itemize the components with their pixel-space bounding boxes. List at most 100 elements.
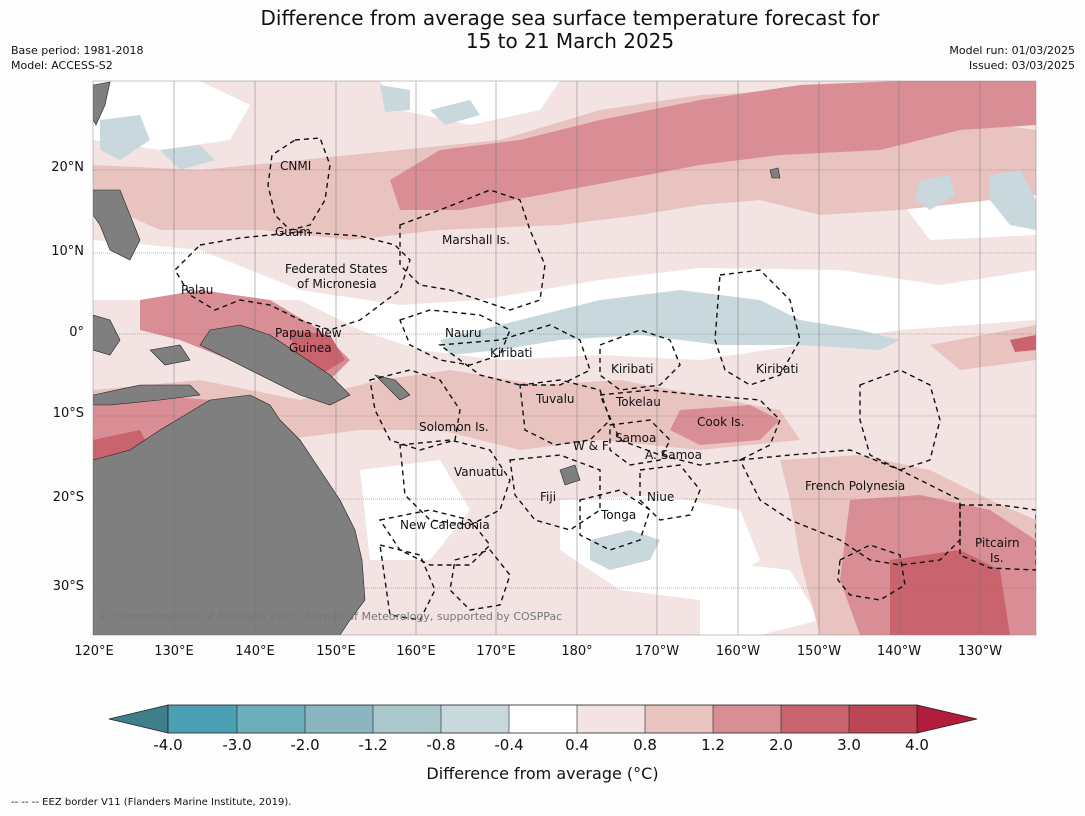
colorbar-tick-label: 0.8 <box>633 736 657 754</box>
map-frame <box>92 80 1037 636</box>
lat-label: 0° <box>69 325 84 340</box>
colorbar-segment <box>577 705 645 733</box>
colorbar-segment <box>441 705 509 733</box>
region-label: Is. <box>990 551 1004 565</box>
colorbar-tick-label: 4.0 <box>905 736 929 754</box>
meta-right: Model run: 01/03/2025 Issued: 03/03/2025 <box>949 43 1075 73</box>
colorbar-title: Difference from average (°C) <box>426 764 659 783</box>
maluku-land <box>149 344 191 366</box>
title-line-1: Difference from average sea surface temp… <box>260 6 880 30</box>
lat-label: 20°N <box>51 160 84 175</box>
landmass <box>93 81 781 635</box>
colorbar-segment <box>305 705 373 733</box>
meta-left: Base period: 1981-2018 Model: ACCESS-S2 <box>11 43 143 73</box>
lat-label: 10°S <box>52 406 84 421</box>
region-labels: CNMI Guam Marshall Is. Federated States … <box>181 159 1020 565</box>
region-label: Pitcairn <box>975 536 1020 550</box>
region-label: New Caledonia <box>400 518 490 532</box>
colorbar-tick-label: 2.0 <box>769 736 793 754</box>
philippines-land <box>93 189 141 261</box>
colorbar-tick-label: -4.0 <box>153 736 183 754</box>
region-label: Fiji <box>540 490 556 504</box>
base-period: Base period: 1981-2018 <box>11 44 144 57</box>
lon-label: 150°E <box>316 644 356 659</box>
region-label: Guinea <box>289 341 332 355</box>
asia-coast-land <box>93 81 111 126</box>
region-label: Marshall Is. <box>442 233 510 247</box>
australia-land <box>93 394 366 635</box>
colorbar-segment <box>645 705 713 733</box>
colorbar-frame <box>167 704 918 734</box>
lon-label: 170°W <box>634 644 680 659</box>
region-label: Solomon Is. <box>419 420 489 434</box>
colorbar-segment <box>168 705 237 733</box>
colorbar-extend-low <box>108 704 169 734</box>
region-label: Kiribati <box>611 362 653 376</box>
region-label: Tonga <box>600 508 636 522</box>
region-label: Cook Is. <box>697 415 744 429</box>
colorbar-segment <box>713 705 781 733</box>
graticule <box>93 81 1036 635</box>
region-label: of Micronesia <box>297 277 377 291</box>
region-label: W & F <box>573 439 609 453</box>
model-run: Model run: 01/03/2025 <box>949 44 1075 57</box>
region-label: Tokelau <box>615 395 661 409</box>
hawaii-land <box>769 167 781 179</box>
lat-label: 20°S <box>52 490 84 505</box>
colorbar <box>108 704 978 734</box>
colorbar-segment <box>237 705 305 733</box>
region-label: Niue <box>647 490 674 504</box>
region-label: Kiribati <box>756 362 798 376</box>
lon-label: 150°W <box>796 644 842 659</box>
title-line-2: 15 to 21 March 2025 <box>465 29 675 53</box>
lon-label: 160°E <box>396 644 436 659</box>
region-label: Federated States <box>285 262 387 276</box>
lon-label: 130°W <box>957 644 1003 659</box>
region-label: Tuvalu <box>535 392 575 406</box>
colorbar-tick-label: 3.0 <box>837 736 861 754</box>
lat-label: 10°N <box>51 244 84 259</box>
colorbar-extend-high <box>916 704 978 734</box>
eez-footnote: -- -- -- EEZ border V11 (Flanders Marine… <box>11 797 292 808</box>
colorbar-segment <box>781 705 849 733</box>
lon-label: 140°W <box>876 644 922 659</box>
colorbar-tick-label: -0.8 <box>426 736 456 754</box>
region-label: Kiribati <box>490 346 532 360</box>
issued-date: Issued: 03/03/2025 <box>968 59 1075 72</box>
colorbar-segment <box>373 705 441 733</box>
lon-label: 120°E <box>74 644 114 659</box>
region-label: Palau <box>181 283 213 297</box>
fiji-land <box>559 464 581 486</box>
region-label: A. Samoa <box>645 448 702 462</box>
solomon-islands-land <box>374 374 411 401</box>
colorbar-tick-label: -3.0 <box>222 736 252 754</box>
lat-label: 30°S <box>52 579 84 594</box>
colorbar-tick-label: 1.2 <box>701 736 725 754</box>
lon-label: 160°W <box>715 644 761 659</box>
region-label: Samoa <box>615 431 656 445</box>
region-label: French Polynesia <box>805 479 905 493</box>
region-label: CNMI <box>280 159 311 173</box>
colorbar-tick-label: -2.0 <box>290 736 320 754</box>
region-label: Nauru <box>445 326 481 340</box>
sulawesi-land <box>93 314 121 356</box>
lon-label: 170°E <box>476 644 516 659</box>
lon-label: 140°E <box>235 644 275 659</box>
lon-label: 180° <box>561 644 593 659</box>
eez-borders <box>174 137 1036 621</box>
colorbar-segment <box>509 705 577 733</box>
region-label: Vanuatu <box>454 465 504 479</box>
nusa-tenggara-land <box>93 384 201 406</box>
colorbar-segment <box>849 705 917 733</box>
colorbar-tick-label: -1.2 <box>358 736 388 754</box>
colorbar-tick-label: -0.4 <box>494 736 524 754</box>
anomaly-fill-neg-0.4 <box>100 85 1036 570</box>
region-label: Guam <box>275 225 311 239</box>
region-label: Papua New <box>275 326 342 340</box>
new-guinea-land <box>199 324 351 406</box>
map-title: Difference from average sea surface temp… <box>170 7 970 53</box>
copyright-notice: © Commonwealth of Australia 2025, Bureau… <box>99 610 563 623</box>
model-name: Model: ACCESS-S2 <box>11 59 113 72</box>
lon-label: 130°E <box>154 644 194 659</box>
